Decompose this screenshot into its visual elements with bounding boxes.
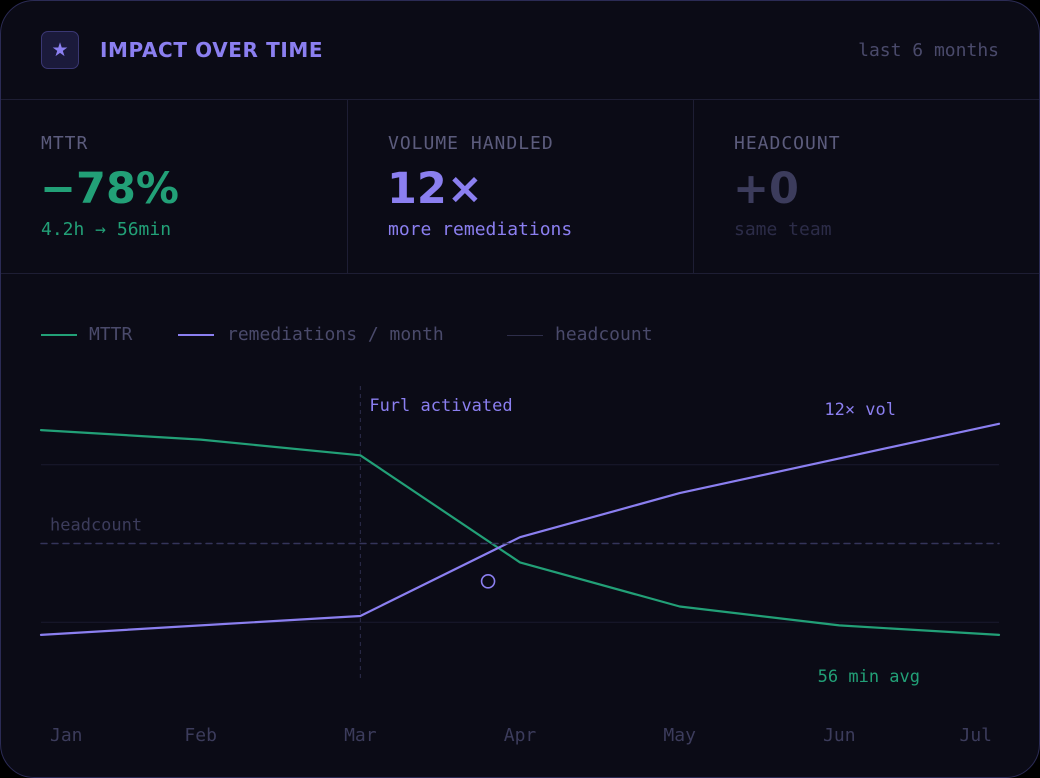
x-tick-label: Mar bbox=[344, 725, 377, 746]
card-header: ★ IMPACT OVER TIME last 6 months bbox=[1, 1, 1039, 100]
stat-headcount: HEADCOUNT +0 same team bbox=[694, 100, 1039, 273]
x-tick-label: May bbox=[663, 725, 696, 746]
x-tick-label: Jul bbox=[959, 725, 992, 746]
stat-volume: VOLUME HANDLED 12× more remediations bbox=[348, 100, 694, 273]
legend-label: headcount bbox=[555, 324, 653, 345]
star-icon: ★ bbox=[41, 31, 79, 69]
stat-label: MTTR bbox=[41, 133, 89, 154]
stat-sub: more remediations bbox=[388, 219, 573, 240]
mttr-label: 56 min avg bbox=[818, 667, 920, 687]
stat-label: VOLUME HANDLED bbox=[388, 133, 554, 154]
legend-label: remediations / month bbox=[227, 324, 444, 345]
x-tick-label: Jun bbox=[823, 725, 856, 746]
legend-swatch bbox=[41, 334, 77, 336]
stats-row: MTTR −78% 4.2h → 56min VOLUME HANDLED 12… bbox=[1, 100, 1039, 274]
series-line-remediations bbox=[39, 422, 1001, 637]
headcount-label: headcount bbox=[50, 516, 142, 536]
period-label: last 6 months bbox=[858, 40, 999, 61]
stat-sub: 4.2h → 56min bbox=[41, 219, 172, 240]
stat-value: −78% bbox=[40, 164, 179, 214]
x-tick-label: Jan bbox=[50, 725, 83, 746]
legend-swatch bbox=[507, 335, 543, 336]
data-point-marker bbox=[480, 573, 496, 589]
series-line-mttr bbox=[39, 429, 1001, 637]
stat-value: +0 bbox=[733, 164, 799, 214]
volume-label: 12× vol bbox=[824, 400, 896, 420]
card-title: IMPACT OVER TIME bbox=[100, 38, 324, 62]
x-tick-label: Feb bbox=[184, 725, 217, 746]
stat-sub: same team bbox=[734, 219, 832, 240]
legend-label: MTTR bbox=[89, 324, 133, 345]
legend-swatch bbox=[178, 334, 214, 336]
x-tick-label: Apr bbox=[504, 725, 537, 746]
stat-value: 12× bbox=[387, 164, 483, 214]
stat-mttr: MTTR −78% 4.2h → 56min bbox=[1, 100, 348, 273]
stat-label: HEADCOUNT bbox=[734, 133, 841, 154]
event-label: Furl activated bbox=[369, 396, 512, 416]
